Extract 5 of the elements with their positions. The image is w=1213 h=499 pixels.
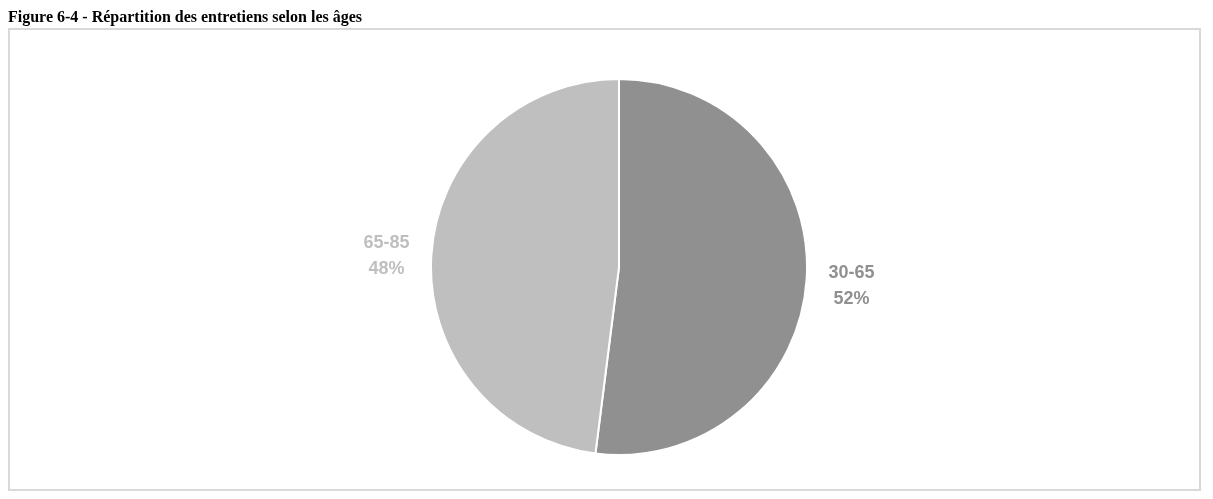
data-label: 48% bbox=[368, 258, 405, 279]
slice-label: 65-85 bbox=[363, 232, 410, 253]
slice-label: 30-65 bbox=[828, 261, 875, 282]
data-label: 52% bbox=[833, 287, 870, 308]
text: Figure 6-4 - Répartition des entretiens selon les âges bbox=[8, 8, 364, 28]
